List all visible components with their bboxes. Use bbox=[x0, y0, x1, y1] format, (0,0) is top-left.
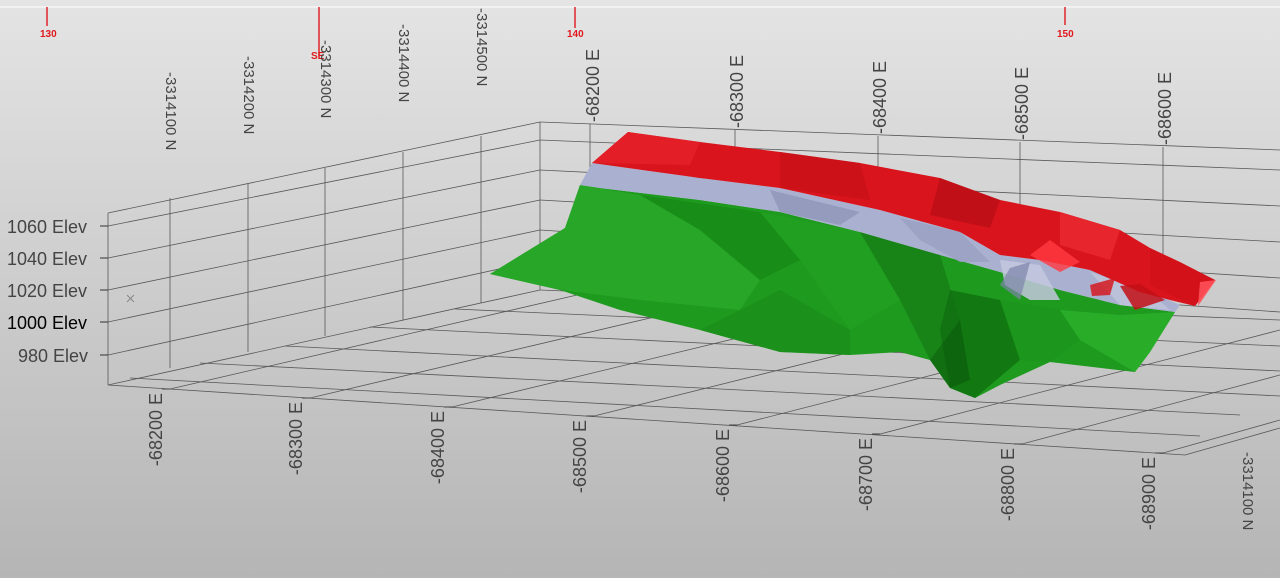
easting-bottom-label-68700: -68700 E bbox=[856, 438, 876, 511]
elevation-label-1040: 1040 Elev bbox=[7, 249, 87, 269]
easting-ticks bbox=[162, 388, 1163, 454]
compass-label-130: 130 bbox=[40, 29, 57, 40]
compass-label-140: 140 bbox=[567, 29, 584, 40]
elevation-label-980: 980 Elev bbox=[18, 346, 88, 366]
elevation-axis-labels: 1060 Elev 1040 Elev 1020 Elev 1000 Elev … bbox=[7, 217, 88, 366]
easting-top-label-68300: -68300 E bbox=[727, 55, 747, 128]
northing-label-3314100: -3314100 N bbox=[162, 72, 179, 150]
elevation-label-1020: 1020 Elev bbox=[7, 281, 87, 301]
northing-label-3314400: -3314400 N bbox=[395, 24, 412, 102]
northing-label-3314300: -3314300 N bbox=[317, 40, 334, 118]
compass-direction-label: SE bbox=[311, 51, 325, 62]
easting-bottom-label-68900: -68900 E bbox=[1139, 457, 1159, 530]
easting-bottom-label-68300: -68300 E bbox=[286, 402, 306, 475]
easting-bottom-label-68500: -68500 E bbox=[570, 420, 590, 493]
green-layer-solid[interactable] bbox=[490, 185, 1175, 398]
elevation-label-1000: 1000 Elev bbox=[7, 313, 87, 333]
northing-label-3314500: -3314500 N bbox=[473, 8, 490, 86]
easting-top-label-68200: -68200 E bbox=[583, 49, 603, 122]
northing-label-3314200: -3314200 N bbox=[240, 56, 257, 134]
easting-bottom-label-68800: -68800 E bbox=[998, 448, 1018, 521]
easting-top-label-68400: -68400 E bbox=[870, 61, 890, 134]
northing-axis-labels: -3314100 N -3314200 N -3314300 N -331440… bbox=[162, 8, 490, 150]
easting-bottom-label-68600: -68600 E bbox=[713, 429, 733, 502]
easting-axis-labels-top: -68200 E -68300 E -68400 E -68500 E -686… bbox=[583, 49, 1175, 145]
easting-top-label-68500: -68500 E bbox=[1012, 67, 1032, 140]
elevation-label-1060: 1060 Elev bbox=[7, 217, 87, 237]
elevation-ticks bbox=[100, 225, 108, 356]
crosshair-icon bbox=[126, 294, 135, 303]
compass-bar: 130 SE 140 150 bbox=[0, 6, 1280, 62]
easting-top-label-68600: -68600 E bbox=[1155, 72, 1175, 145]
easting-bottom-label-68200: -68200 E bbox=[146, 393, 166, 466]
easting-axis-labels-bottom: -68200 E -68300 E -68400 E -68500 E -686… bbox=[146, 393, 1159, 530]
easting-bottom-label-68400: -68400 E bbox=[428, 411, 448, 484]
northing-right-label-3314100: -3314100 N bbox=[1239, 452, 1256, 530]
compass-label-150: 150 bbox=[1057, 29, 1074, 40]
red-layer-solid[interactable] bbox=[592, 132, 1216, 310]
